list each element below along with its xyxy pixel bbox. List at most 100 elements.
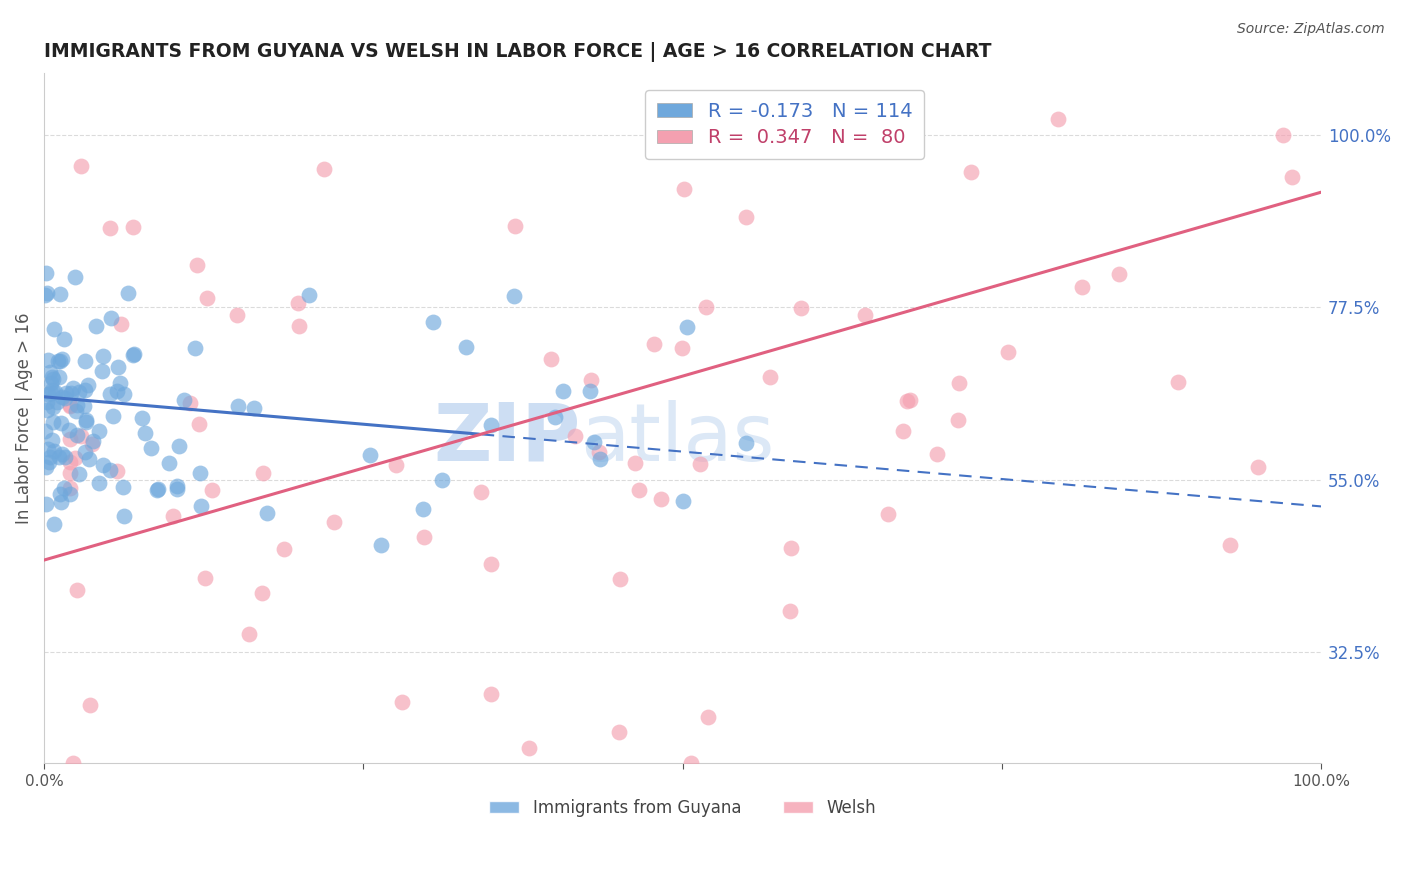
Point: [52, 481, 75, 495]
Point: [505, 219, 527, 233]
Point: [946, 412, 969, 426]
Point: [853, 308, 876, 322]
Point: [35, 497, 58, 511]
Point: [52, 332, 75, 346]
Point: [73, 353, 96, 368]
Point: [179, 396, 201, 410]
Point: [1070, 280, 1092, 294]
Point: [59, 486, 82, 500]
Point: [62, 381, 84, 395]
Point: [167, 439, 190, 453]
Point: [1281, 170, 1303, 185]
Point: [66, 582, 89, 597]
Point: [66, 398, 89, 412]
Text: IMMIGRANTS FROM GUYANA VS WELSH IN LABOR FORCE | AGE > 16 CORRELATION CHART: IMMIGRANTS FROM GUYANA VS WELSH IN LABOR…: [44, 42, 991, 62]
Point: [98, 386, 121, 401]
Point: [226, 309, 249, 323]
Text: Source: ZipAtlas.com: Source: ZipAtlas.com: [1237, 22, 1385, 37]
Point: [609, 572, 631, 586]
Point: [689, 457, 711, 471]
Point: [91, 458, 114, 472]
Point: [65, 404, 87, 418]
Point: [59, 398, 82, 412]
Point: [252, 466, 274, 480]
Point: [162, 508, 184, 523]
Point: [59, 433, 82, 447]
Point: [70, 159, 93, 173]
Point: [588, 445, 610, 459]
Point: [51, 390, 73, 404]
Point: [695, 300, 717, 314]
Point: [184, 341, 207, 355]
Point: [479, 557, 502, 571]
Point: [790, 301, 813, 315]
Point: [188, 417, 211, 432]
Point: [49, 353, 72, 368]
Point: [110, 317, 132, 331]
Text: ZIP: ZIP: [433, 400, 581, 478]
Point: [1108, 267, 1130, 281]
Point: [759, 370, 782, 384]
Point: [359, 448, 381, 462]
Point: [900, 392, 922, 407]
Point: [46, 354, 69, 368]
Point: [166, 482, 188, 496]
Point: [37, 442, 59, 456]
Point: [75, 412, 97, 426]
Point: [38, 450, 60, 464]
Point: [41, 433, 63, 447]
Point: [91, 364, 114, 378]
Point: [48, 287, 70, 301]
Point: [671, 494, 693, 508]
Point: [1219, 538, 1241, 552]
Point: [51, 351, 73, 366]
Point: [49, 487, 72, 501]
Point: [39, 385, 62, 400]
Point: [201, 483, 224, 497]
Point: [166, 479, 188, 493]
Point: [779, 541, 801, 555]
Point: [1247, 460, 1270, 475]
Point: [42, 401, 65, 415]
Point: [42, 415, 65, 429]
Point: [624, 456, 647, 470]
Point: [1046, 112, 1069, 127]
Point: [146, 483, 169, 497]
Point: [735, 436, 758, 450]
Point: [391, 695, 413, 709]
Y-axis label: In Labor Force | Age > 16: In Labor Force | Age > 16: [15, 312, 32, 524]
Point: [111, 480, 134, 494]
Point: [60, 386, 83, 401]
Point: [650, 491, 672, 506]
Point: [1271, 128, 1294, 142]
Point: [59, 455, 82, 469]
Point: [412, 502, 434, 516]
Point: [42, 516, 65, 531]
Point: [34, 460, 56, 475]
Point: [44, 385, 66, 400]
Point: [430, 474, 453, 488]
Point: [122, 348, 145, 362]
Point: [385, 458, 408, 472]
Point: [122, 347, 145, 361]
Point: [564, 428, 586, 442]
Point: [91, 349, 114, 363]
Point: [100, 310, 122, 325]
Point: [273, 542, 295, 557]
Point: [896, 393, 918, 408]
Point: [98, 463, 121, 477]
Point: [1167, 375, 1189, 389]
Point: [671, 341, 693, 355]
Point: [46, 395, 69, 409]
Point: [186, 258, 208, 272]
Point: [643, 337, 665, 351]
Point: [42, 372, 65, 386]
Point: [49, 495, 72, 509]
Point: [41, 383, 63, 397]
Point: [39, 365, 62, 379]
Point: [676, 319, 699, 334]
Point: [314, 162, 336, 177]
Point: [73, 399, 96, 413]
Point: [673, 182, 696, 196]
Point: [48, 450, 70, 464]
